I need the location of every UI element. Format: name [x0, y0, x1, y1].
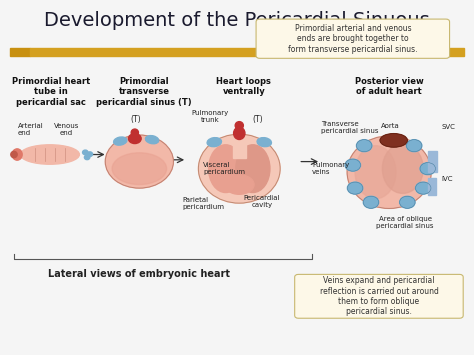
- Bar: [428, 178, 436, 195]
- Text: (T): (T): [252, 115, 263, 124]
- Text: Lateral views of embryonic heart: Lateral views of embryonic heart: [48, 269, 230, 279]
- Ellipse shape: [380, 133, 407, 147]
- Text: Pulmonary
trunk: Pulmonary trunk: [191, 110, 228, 123]
- Text: Pulmonary
veins: Pulmonary veins: [312, 162, 349, 175]
- Circle shape: [347, 182, 363, 194]
- Text: Primordial heart
tube in
pericardial sac: Primordial heart tube in pericardial sac: [12, 77, 90, 106]
- Ellipse shape: [112, 153, 166, 185]
- Ellipse shape: [235, 122, 243, 130]
- Text: Aorta: Aorta: [381, 123, 400, 129]
- Ellipse shape: [347, 136, 431, 208]
- Ellipse shape: [234, 127, 245, 140]
- Text: Heart loops
ventrally: Heart loops ventrally: [216, 77, 271, 96]
- Ellipse shape: [82, 150, 88, 155]
- Ellipse shape: [11, 151, 17, 158]
- Ellipse shape: [128, 133, 141, 143]
- Circle shape: [345, 159, 361, 171]
- Text: Primordial
transverse
pericardial sinus (T): Primordial transverse pericardial sinus …: [96, 77, 191, 106]
- Text: SVC: SVC: [441, 124, 455, 130]
- Ellipse shape: [146, 136, 159, 144]
- Text: Posterior view
of adult heart: Posterior view of adult heart: [355, 77, 424, 96]
- Circle shape: [406, 140, 422, 152]
- Ellipse shape: [209, 145, 243, 192]
- Circle shape: [105, 135, 173, 188]
- Text: Arterial
end: Arterial end: [18, 123, 44, 136]
- Ellipse shape: [207, 138, 221, 147]
- Text: Transverse
pericardial sinus: Transverse pericardial sinus: [321, 121, 379, 134]
- Ellipse shape: [236, 145, 270, 192]
- Text: Pericardial
cavity: Pericardial cavity: [244, 195, 280, 208]
- Text: (T): (T): [131, 115, 141, 124]
- Ellipse shape: [87, 152, 92, 157]
- Text: Visceral
pericardium: Visceral pericardium: [203, 162, 245, 175]
- Text: Area of oblique
pericardial sinus: Area of oblique pericardial sinus: [376, 217, 434, 229]
- FancyBboxPatch shape: [256, 19, 449, 58]
- Text: Primordial arterial and venous
ends are brought together to
form transverse peri: Primordial arterial and venous ends are …: [288, 24, 418, 54]
- Ellipse shape: [84, 155, 90, 160]
- Ellipse shape: [199, 134, 280, 203]
- Ellipse shape: [383, 144, 423, 193]
- Ellipse shape: [225, 175, 254, 194]
- Bar: [428, 151, 437, 172]
- Text: Venous
end: Venous end: [54, 123, 79, 136]
- Ellipse shape: [131, 129, 138, 136]
- Circle shape: [420, 163, 436, 175]
- Ellipse shape: [20, 145, 79, 164]
- Circle shape: [363, 196, 379, 208]
- Text: Parietal
pericardium: Parietal pericardium: [182, 197, 225, 210]
- Circle shape: [416, 182, 431, 194]
- Bar: [30, 48, 464, 55]
- Ellipse shape: [114, 137, 127, 145]
- Circle shape: [356, 140, 372, 152]
- Text: IVC: IVC: [442, 176, 453, 182]
- Text: Development of the Pericardial Sinuous: Development of the Pericardial Sinuous: [44, 11, 430, 30]
- Text: Veins expand and pericardial
reflection is carried out around
them to form obliq: Veins expand and pericardial reflection …: [319, 276, 438, 316]
- Circle shape: [400, 196, 415, 208]
- Ellipse shape: [257, 138, 272, 147]
- Ellipse shape: [355, 146, 396, 199]
- FancyBboxPatch shape: [295, 274, 463, 318]
- Bar: [233, 137, 246, 158]
- Bar: [10, 48, 30, 55]
- Ellipse shape: [12, 149, 22, 160]
